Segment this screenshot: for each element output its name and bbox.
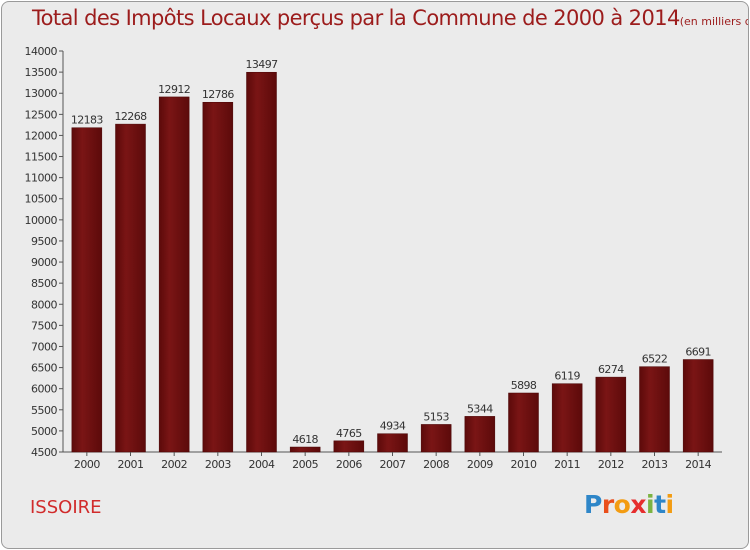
bar: [202, 101, 234, 453]
commune-name: ISSOIRE: [30, 497, 102, 518]
logo-letter: t: [654, 490, 666, 519]
x-tick-label: 2003: [205, 458, 231, 471]
x-tick-label: 2000: [74, 458, 100, 471]
y-tick-label: 9000: [31, 256, 57, 269]
bar: [551, 383, 583, 453]
logo-letter: r: [601, 490, 614, 519]
x-tick-label: 2002: [161, 458, 187, 471]
x-tick-label: 2011: [554, 458, 580, 471]
data-label: 4618: [292, 433, 318, 446]
data-label: 6274: [598, 363, 624, 376]
bar: [71, 127, 103, 453]
logo-letter: o: [613, 490, 631, 519]
y-tick-label: 5500: [31, 404, 57, 417]
y-tick-label: 5000: [31, 425, 57, 438]
bar: [508, 392, 539, 453]
title-unit: (en milliers d'€): [679, 15, 748, 28]
bar: [377, 433, 408, 453]
x-tick-label: 2006: [336, 458, 362, 471]
y-tick-label: 13500: [25, 66, 58, 79]
data-label: 6691: [685, 346, 711, 359]
x-tick-label: 2013: [642, 458, 668, 471]
bar: [464, 416, 496, 453]
x-tick-label: 2007: [380, 458, 406, 471]
data-label: 5153: [423, 410, 449, 423]
bar: [595, 376, 627, 453]
y-tick-label: 11500: [25, 151, 58, 164]
data-label: 5898: [511, 379, 537, 392]
bar: [420, 424, 452, 453]
y-tick-label: 9500: [31, 235, 57, 248]
y-tick-label: 12500: [25, 108, 58, 121]
bar: [639, 366, 670, 453]
data-label: 12183: [71, 114, 104, 127]
data-label: 4934: [380, 420, 406, 433]
y-tick-label: 7000: [31, 340, 57, 353]
logo-letter: i: [665, 490, 675, 519]
y-tick-label: 13000: [25, 87, 58, 100]
x-tick-label: 2014: [685, 458, 711, 471]
y-tick-label: 4500: [31, 446, 57, 459]
x-tick-label: 2005: [292, 458, 318, 471]
data-label: 12268: [115, 110, 148, 123]
y-tick-label: 10000: [25, 214, 58, 227]
chart-title: Total des Impôts Locaux perçus par la Co…: [32, 6, 748, 30]
x-tick-label: 2008: [423, 458, 449, 471]
y-tick-label: 8000: [31, 298, 57, 311]
bar: [115, 123, 146, 453]
data-label: 13497: [246, 58, 279, 71]
bar: [333, 440, 365, 453]
logo-letter: i: [646, 490, 655, 519]
x-tick-label: 2010: [511, 458, 537, 471]
y-tick-label: 6000: [31, 383, 57, 396]
x-tick-label: 2009: [467, 458, 493, 471]
bar: [289, 446, 321, 453]
data-label: 12912: [158, 83, 190, 96]
x-tick-label: 2004: [249, 458, 275, 471]
y-tick-label: 11000: [25, 172, 58, 185]
data-label: 6522: [642, 353, 668, 366]
x-tick-label: 2001: [118, 458, 144, 471]
x-tick-label: 2012: [598, 458, 624, 471]
data-label: 5344: [467, 402, 493, 415]
y-tick-label: 6500: [31, 362, 57, 375]
bar: [246, 71, 277, 453]
bar: [682, 359, 714, 453]
logo-letter: x: [630, 490, 646, 519]
proxiti-logo: Proxiti: [584, 490, 674, 519]
logo-letter: P: [584, 490, 602, 519]
bar: [158, 96, 190, 453]
y-tick-label: 12000: [25, 129, 58, 142]
y-tick-label: 10500: [25, 193, 58, 206]
data-label: 6119: [554, 370, 580, 383]
y-tick-label: 7500: [31, 319, 57, 332]
data-label: 4765: [336, 427, 362, 440]
y-tick-label: 14000: [25, 45, 58, 58]
y-tick-label: 8500: [31, 277, 57, 290]
data-label: 12786: [202, 88, 235, 101]
